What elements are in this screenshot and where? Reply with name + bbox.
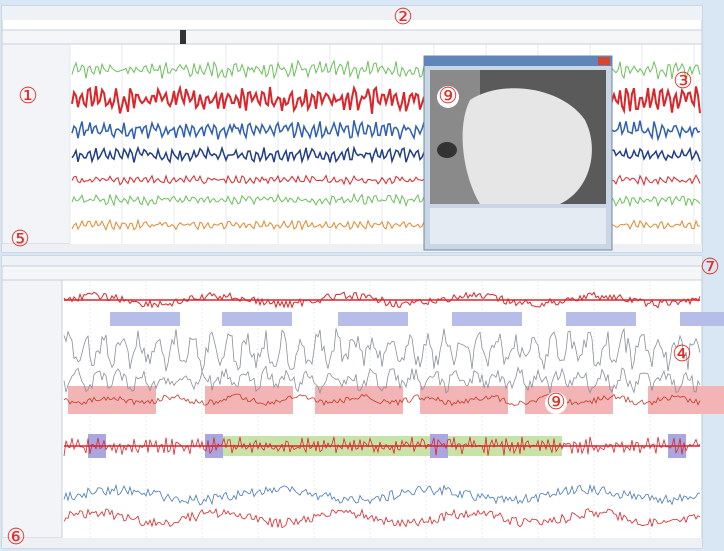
channel-labels	[1, 43, 71, 245]
event-box	[338, 312, 408, 326]
video-object	[437, 142, 457, 158]
callout: ⑦	[700, 255, 720, 280]
title-bar	[424, 56, 612, 66]
video-bed	[462, 88, 592, 204]
trace	[63, 365, 701, 395]
epoch-timeline	[1, 265, 703, 281]
toolbar	[2, 256, 702, 266]
callout-backdrop	[437, 86, 459, 108]
callout: ②	[393, 5, 413, 30]
event-box	[222, 312, 292, 326]
event-box	[452, 312, 522, 326]
callouts: ① ② ③ ④ ⑤ ⑥ ⑦ ⑨ ⑨	[6, 5, 720, 550]
callout: ①	[18, 84, 38, 109]
callout: ③	[673, 69, 693, 94]
callout: ⑥	[6, 525, 26, 550]
video-window	[423, 55, 613, 251]
trace	[63, 436, 701, 456]
event-box	[110, 312, 180, 326]
event-box	[420, 386, 508, 414]
event-box	[68, 386, 156, 414]
callout: ⑨	[546, 390, 566, 415]
event-box	[680, 312, 724, 326]
callout-backdrop	[545, 392, 567, 414]
scrollbar	[2, 244, 702, 252]
event-box	[205, 386, 293, 414]
callout: ⑨	[438, 84, 458, 109]
callout: ⑤	[10, 227, 30, 252]
menu-bar	[2, 6, 702, 20]
scrollbar	[2, 538, 702, 548]
timeline	[1, 29, 703, 45]
event-box	[525, 386, 613, 414]
close-button[interactable]	[598, 57, 610, 65]
trace	[63, 483, 701, 506]
channel-labels	[1, 279, 63, 539]
trace	[63, 507, 701, 529]
trace	[63, 393, 701, 407]
callout: ④	[672, 342, 692, 367]
time-cursor	[180, 30, 186, 44]
event-box	[566, 312, 636, 326]
video-controls	[430, 208, 606, 244]
trace	[63, 327, 701, 373]
trace	[63, 291, 701, 309]
